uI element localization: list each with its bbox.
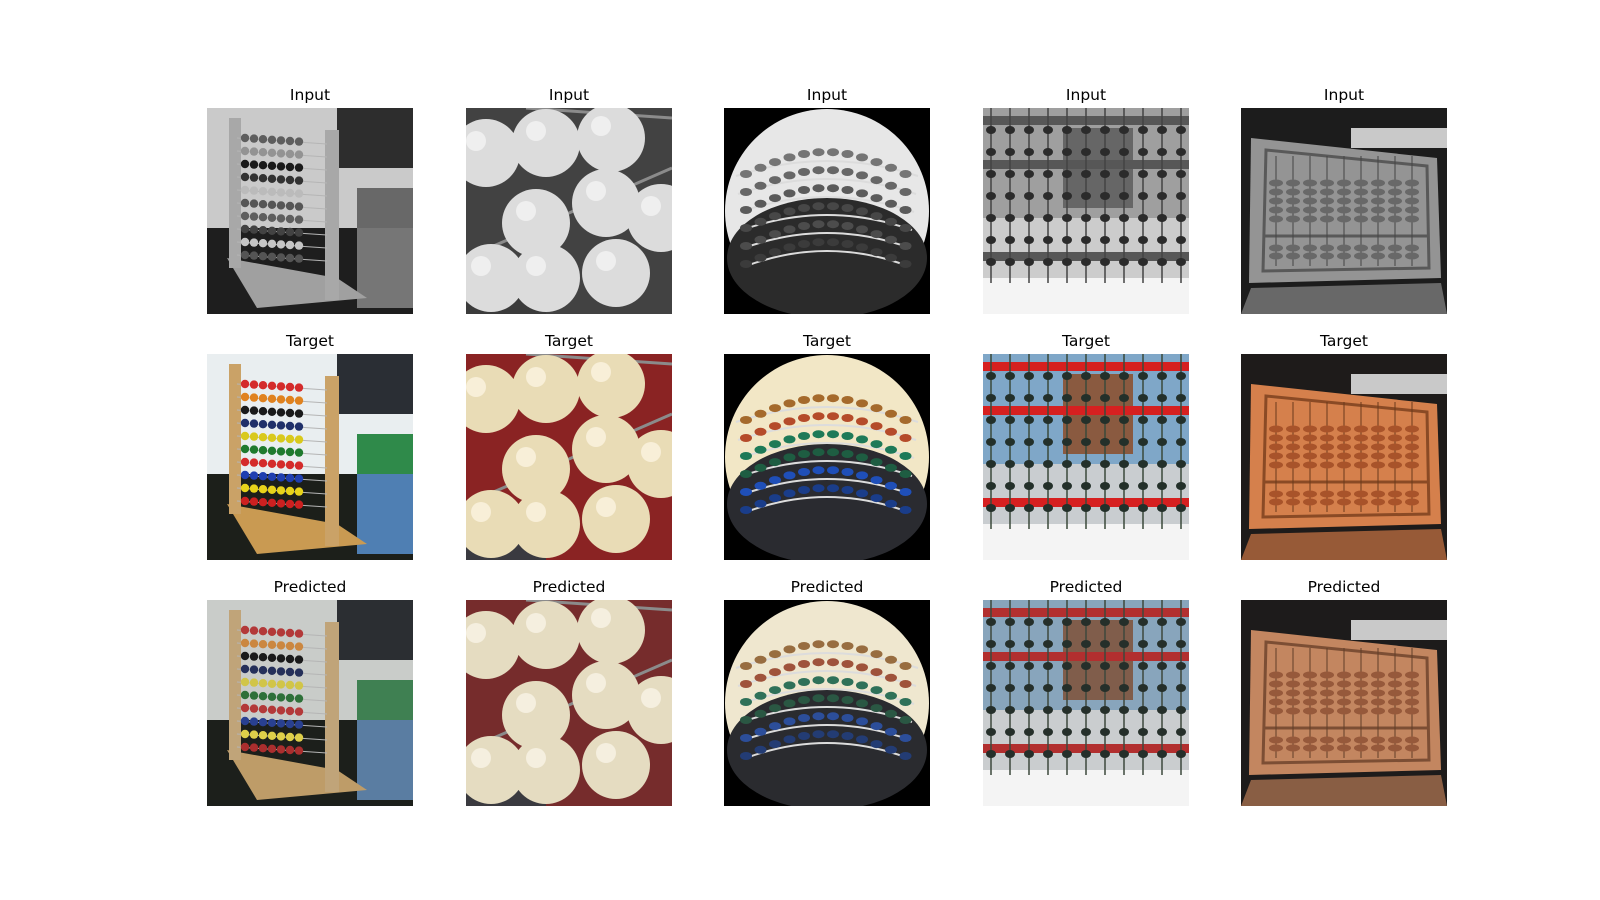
panel-title: Target <box>286 332 334 350</box>
abacus-photo <box>983 600 1189 806</box>
panel-image-orange-tilted-abacus <box>1241 108 1447 314</box>
abacus-photo <box>207 354 413 560</box>
abacus-photo <box>1241 108 1447 314</box>
panel-title: Input <box>1065 86 1107 104</box>
panel-title: Input <box>289 86 331 104</box>
abacus-photo <box>724 108 930 314</box>
abacus-photo <box>724 600 930 806</box>
panel-title: Target <box>1062 332 1110 350</box>
abacus-photo <box>466 354 672 560</box>
panel-title: Input <box>548 86 590 104</box>
abacus-photo <box>724 354 930 560</box>
panel-image-close-up-beads <box>466 108 672 314</box>
panel-image-abacus-gate-red-rails <box>983 600 1189 806</box>
abacus-photo <box>466 108 672 314</box>
abacus-photo <box>983 354 1189 560</box>
abacus-photo <box>1241 600 1447 806</box>
abacus-photo <box>207 600 413 806</box>
panel-title: Target <box>1320 332 1368 350</box>
panel-image-abacus-gate-red-rails <box>983 354 1189 560</box>
panel-image-abacus-gate-red-rails <box>983 108 1189 314</box>
panel-image-wooden-abacus-frame <box>207 354 413 560</box>
panel-title: Predicted <box>532 578 606 596</box>
panel-image-close-up-beads <box>466 354 672 560</box>
abacus-photo <box>1241 354 1447 560</box>
panel-image-wooden-abacus-frame <box>207 108 413 314</box>
panel-title: Predicted <box>790 578 864 596</box>
panel-title: Target <box>545 332 593 350</box>
panel-image-close-up-beads <box>466 600 672 806</box>
abacus-photo <box>207 108 413 314</box>
panel-title: Target <box>803 332 851 350</box>
panel-title: Input <box>806 86 848 104</box>
panel-title: Input <box>1323 86 1365 104</box>
panel-image-fisheye-abacus <box>724 600 930 806</box>
panel-image-fisheye-abacus <box>724 108 930 314</box>
panel-title: Predicted <box>1049 578 1123 596</box>
panel-image-orange-tilted-abacus <box>1241 600 1447 806</box>
panel-image-wooden-abacus-frame <box>207 600 413 806</box>
panel-title: Predicted <box>273 578 347 596</box>
panel-image-fisheye-abacus <box>724 354 930 560</box>
panel-title: Predicted <box>1307 578 1381 596</box>
abacus-photo <box>983 108 1189 314</box>
abacus-photo <box>466 600 672 806</box>
panel-image-orange-tilted-abacus <box>1241 354 1447 560</box>
